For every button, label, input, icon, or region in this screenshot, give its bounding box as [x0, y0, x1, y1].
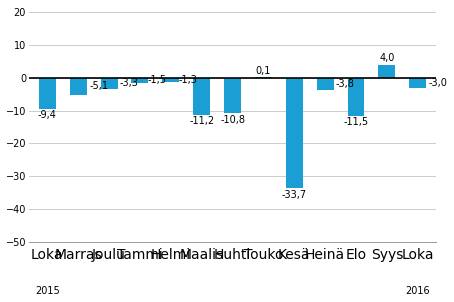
Text: -10,8: -10,8 — [220, 115, 245, 125]
Text: -11,2: -11,2 — [189, 116, 214, 126]
Bar — [70, 78, 87, 95]
Text: -3,8: -3,8 — [336, 79, 355, 89]
Text: -5,1: -5,1 — [89, 81, 108, 91]
Text: -3,3: -3,3 — [120, 78, 139, 88]
Bar — [101, 78, 118, 89]
Bar — [163, 78, 179, 82]
Text: -11,5: -11,5 — [343, 117, 369, 127]
Text: -9,4: -9,4 — [38, 110, 57, 120]
Bar — [316, 78, 334, 90]
Bar — [224, 78, 241, 113]
Bar — [409, 78, 426, 88]
Bar — [193, 78, 210, 114]
Text: 2015: 2015 — [35, 286, 60, 297]
Text: -1,5: -1,5 — [148, 75, 167, 85]
Text: 4,0: 4,0 — [379, 53, 395, 63]
Text: -33,7: -33,7 — [281, 190, 307, 200]
Text: -3,0: -3,0 — [429, 78, 447, 88]
Text: 2016: 2016 — [405, 286, 430, 297]
Bar — [347, 78, 365, 116]
Bar — [378, 65, 395, 78]
Bar — [39, 78, 56, 109]
Text: -1,3: -1,3 — [178, 75, 197, 85]
Text: 0,1: 0,1 — [256, 66, 271, 76]
Bar — [286, 78, 303, 188]
Bar — [132, 78, 148, 83]
